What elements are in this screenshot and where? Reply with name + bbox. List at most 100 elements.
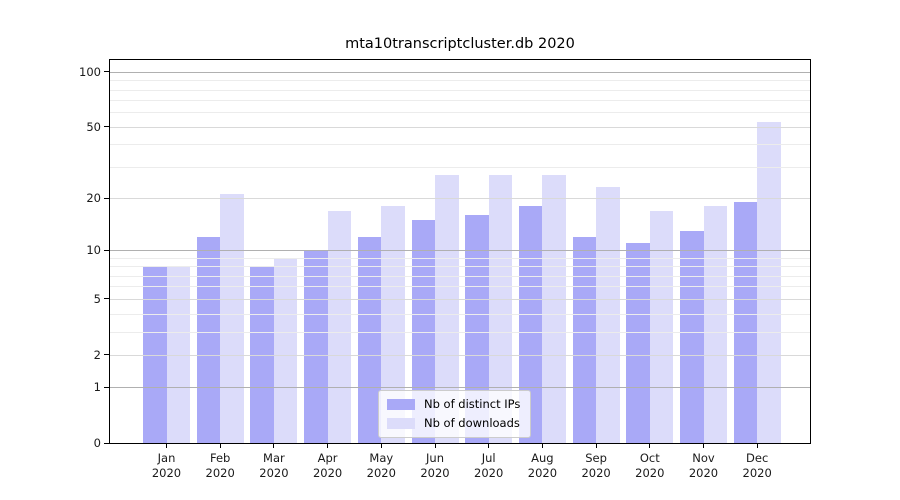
- x-tick-label-year: 2020: [635, 466, 665, 480]
- x-tick-label-jan: Jan 2020: [140, 451, 194, 481]
- x-tick-label-year: 2020: [742, 466, 772, 480]
- bar-distinct-ips-dec: [733, 202, 758, 443]
- x-tick-label-year: 2020: [366, 466, 396, 480]
- gridline-y-3: [110, 331, 810, 333]
- gridline-y-70: [110, 100, 810, 102]
- x-tick-label-month: Feb: [210, 451, 231, 465]
- bar-distinct-ips-apr: [304, 250, 328, 443]
- bar-distinct-ips-jan: [143, 266, 167, 443]
- bar-distinct-ips-aug: [518, 206, 543, 443]
- x-tick-mark-mar: [273, 444, 275, 448]
- x-tick-label-jun: Jun 2020: [408, 451, 462, 481]
- x-tick-mark-jan: [166, 444, 167, 448]
- gridline-y-90: [110, 80, 810, 82]
- legend-label-distinct-ips: Nb of distinct IPs: [424, 397, 521, 411]
- y-tick-mark-20: [104, 197, 110, 199]
- y-tick-mark-5: [104, 298, 110, 300]
- x-tick-label-nov: Nov 2020: [677, 451, 731, 481]
- legend-swatch-downloads: [387, 417, 415, 429]
- x-tick-mark-sep: [595, 444, 597, 448]
- x-tick-label-month: Aug: [531, 451, 554, 465]
- x-tick-mark-may: [380, 444, 382, 448]
- x-tick-label-year: 2020: [259, 466, 289, 480]
- y-tick-mark-1: [104, 386, 110, 388]
- x-tick-label-mar: Mar 2020: [247, 451, 301, 481]
- bar-distinct-ips-mar: [250, 266, 274, 443]
- x-tick-label-sep: Sep 2020: [569, 451, 623, 481]
- y-tick-label-50: 50: [86, 119, 101, 134]
- x-tick-label-oct: Oct 2020: [623, 451, 677, 481]
- gridline-y-60: [110, 112, 810, 114]
- y-tick-mark-0: [104, 442, 110, 444]
- legend-item-downloads: Nb of downloads: [387, 416, 520, 430]
- x-tick-mark-jun: [434, 444, 436, 448]
- x-tick-label-dec: Dec 2020: [730, 451, 784, 481]
- x-tick-label-aug: Aug 2020: [515, 451, 569, 481]
- gridline-y-7: [110, 275, 810, 277]
- x-tick-label-month: Oct: [639, 451, 660, 465]
- bar-downloads-may: [381, 206, 405, 443]
- bar-downloads-aug: [542, 175, 566, 443]
- x-tick-label-year: 2020: [420, 466, 450, 480]
- bar-downloads-dec: [757, 122, 781, 443]
- gridline-y-10: [110, 250, 810, 252]
- bar-distinct-ips-oct: [626, 243, 650, 443]
- gridline-y-20: [110, 198, 810, 200]
- gridline-y-40: [110, 144, 810, 146]
- bar-distinct-ips-jul: [465, 215, 489, 443]
- x-tick-label-month: May: [369, 451, 394, 465]
- x-tick-label-may: May 2020: [354, 451, 408, 481]
- x-tick-label-year: 2020: [581, 466, 611, 480]
- y-tick-label-5: 5: [93, 291, 101, 306]
- x-tick-mark-feb: [219, 444, 221, 448]
- x-tick-label-year: 2020: [527, 466, 558, 480]
- chart-title: mta10transcriptcluster.db 2020: [345, 36, 575, 52]
- x-tick-label-year: 2020: [474, 466, 504, 480]
- x-tick-label-year: 2020: [151, 466, 182, 480]
- x-tick-label-jul: Jul 2020: [462, 451, 516, 481]
- x-tick-label-month: Jan: [157, 451, 176, 465]
- y-tick-label-100: 100: [79, 64, 101, 79]
- bar-distinct-ips-feb: [196, 236, 221, 443]
- gridline-y-4: [110, 313, 810, 315]
- x-tick-label-year: 2020: [205, 466, 235, 480]
- bar-distinct-ips-sep: [572, 236, 597, 443]
- legend: Nb of distinct IPs Nb of downloads: [378, 390, 532, 438]
- gridline-y-2: [110, 354, 810, 356]
- x-tick-label-month: Jul: [481, 451, 496, 465]
- y-tick-label-1: 1: [93, 380, 101, 395]
- x-tick-mark-dec: [756, 444, 758, 448]
- bar-downloads-jul: [488, 175, 513, 443]
- x-tick-label-apr: Apr 2020: [301, 451, 355, 481]
- x-tick-mark-jul: [488, 444, 490, 448]
- gridline-y-6: [110, 286, 810, 288]
- gridline-y-9: [110, 257, 810, 259]
- x-tick-label-month: Sep: [585, 451, 607, 465]
- legend-label-downloads: Nb of downloads: [424, 416, 520, 430]
- x-tick-label-month: Apr: [317, 451, 338, 465]
- y-tick-mark-10: [104, 249, 110, 251]
- x-tick-label-feb: Feb 2020: [193, 451, 247, 481]
- x-tick-mark-oct: [649, 444, 651, 448]
- bar-downloads-feb: [220, 194, 244, 443]
- x-tick-mark-nov: [703, 444, 704, 448]
- bar-distinct-ips-nov: [680, 230, 704, 443]
- bar-distinct-ips-may: [357, 236, 382, 443]
- gridline-y-30: [110, 166, 810, 168]
- plot-area: [109, 59, 811, 444]
- gridline-y-1: [110, 387, 810, 389]
- bar-downloads-nov: [703, 206, 727, 443]
- gridline-y-50: [110, 126, 810, 128]
- bar-downloads-jun: [435, 175, 459, 443]
- y-tick-mark-100: [104, 71, 110, 73]
- gridline-y-8: [110, 266, 810, 268]
- y-tick-label-10: 10: [86, 243, 101, 258]
- bar-downloads-sep: [596, 187, 620, 443]
- x-tick-label-month: Mar: [263, 451, 285, 465]
- gridline-y-80: [110, 89, 810, 91]
- x-tick-label-month: Nov: [692, 451, 715, 465]
- legend-item-distinct-ips: Nb of distinct IPs: [387, 397, 520, 411]
- y-tick-mark-50: [104, 126, 110, 128]
- y-tick-label-0: 0: [93, 436, 101, 450]
